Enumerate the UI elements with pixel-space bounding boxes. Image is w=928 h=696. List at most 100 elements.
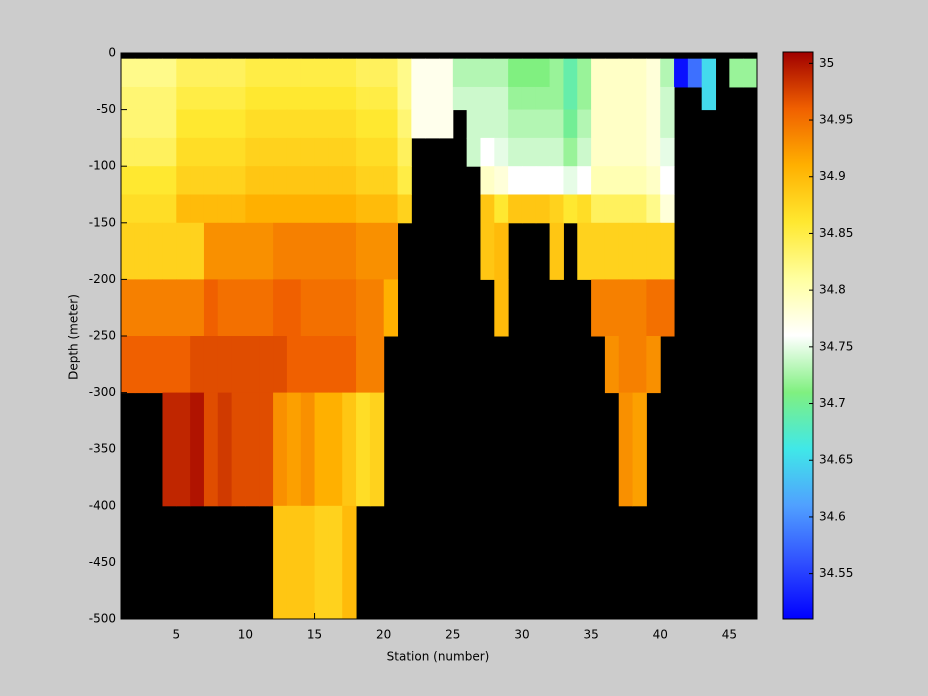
x-tick-label: 10	[238, 628, 253, 642]
heatmap-cell	[535, 194, 551, 224]
heatmap-cell	[618, 137, 634, 167]
heatmap-cell	[452, 86, 468, 111]
heatmap-cell	[176, 58, 191, 88]
heatmap-cell	[383, 137, 399, 167]
heatmap-cell	[328, 194, 343, 224]
heatmap-cell	[508, 86, 523, 111]
heatmap-cell	[383, 109, 399, 139]
heatmap-cell	[203, 166, 219, 195]
heatmap-cell	[604, 137, 620, 167]
heatmap-cell	[356, 336, 371, 394]
heatmap-cell	[342, 222, 357, 280]
heatmap-cell	[162, 336, 177, 394]
heatmap-cell	[300, 86, 316, 111]
heatmap-cell	[646, 86, 661, 111]
heatmap-cell	[466, 86, 481, 111]
heatmap-cell	[273, 392, 288, 507]
heatmap-cell	[646, 194, 661, 224]
heatmap-cell	[328, 166, 343, 195]
heatmap-cell	[508, 194, 523, 224]
heatmap-cell	[466, 58, 481, 88]
heatmap-cell	[521, 194, 537, 224]
heatmap-cell	[121, 166, 136, 195]
heatmap-cell	[259, 86, 274, 111]
heatmap-cell	[190, 137, 205, 167]
heatmap-cell	[121, 194, 136, 224]
heatmap-cell	[231, 137, 246, 167]
heatmap-cell	[646, 109, 661, 139]
heatmap-cell	[203, 336, 219, 394]
y-tick-label: -400	[89, 498, 116, 512]
heatmap-cell	[369, 194, 385, 224]
colorbar-tick-label: 34.95	[819, 113, 853, 127]
heatmap-cell	[604, 222, 620, 280]
heatmap-cell	[121, 109, 136, 139]
heatmap-cell	[660, 137, 675, 167]
heatmap-cell	[300, 222, 316, 280]
colorbar-tick-label: 34.6	[819, 509, 846, 523]
heatmap-cell	[286, 279, 302, 337]
heatmap-cell	[134, 194, 150, 224]
heatmap-cell	[314, 222, 329, 280]
heatmap-cell	[369, 137, 385, 167]
heatmap-cell	[646, 279, 661, 337]
heatmap-cell	[604, 166, 620, 195]
x-tick-label: 35	[583, 628, 598, 642]
heatmap-cell	[577, 166, 592, 195]
heatmap-cell	[604, 86, 620, 111]
heatmap-cell	[121, 58, 136, 88]
heatmap-cell	[383, 58, 399, 88]
heatmap-cell	[618, 109, 634, 139]
heatmap-cell	[300, 166, 316, 195]
heatmap-cell	[148, 86, 163, 111]
heatmap-cell	[701, 86, 717, 111]
heatmap-cell	[176, 166, 191, 195]
heatmap-cell	[356, 279, 371, 337]
heatmap-cell	[134, 58, 150, 88]
heatmap-cell	[259, 279, 274, 337]
heatmap-cell	[134, 336, 150, 394]
colorbar	[782, 51, 814, 620]
heatmap-cell	[203, 279, 219, 337]
heatmap-cell	[687, 58, 703, 88]
heatmap-cell	[217, 279, 233, 337]
heatmap-cell	[273, 58, 288, 88]
heatmap-cell	[535, 58, 551, 88]
heatmap-cell	[729, 58, 744, 88]
heatmap-cell	[342, 58, 357, 88]
heatmap-cell	[494, 86, 509, 111]
heatmap-cell	[660, 279, 675, 337]
heatmap-cell	[660, 194, 675, 224]
heatmap-cell	[162, 86, 177, 111]
heatmap-cell	[342, 86, 357, 111]
heatmap-cell	[176, 392, 191, 507]
heatmap-cell	[632, 336, 647, 394]
heatmap-cell	[328, 86, 343, 111]
heatmap-cell	[356, 137, 371, 167]
heatmap-cell	[480, 58, 495, 88]
heatmap-cell	[134, 109, 150, 139]
y-tick-label: -450	[89, 555, 116, 569]
heatmap-cell	[480, 137, 495, 167]
heatmap-cell	[328, 58, 343, 88]
heatmap-cell	[383, 86, 399, 111]
heatmap-cell	[121, 336, 136, 394]
heatmap-cell	[300, 109, 316, 139]
heatmap-cell	[231, 166, 246, 195]
heatmap-cell	[300, 336, 316, 394]
heatmap-cell	[383, 222, 399, 280]
heatmap-cell	[701, 58, 717, 88]
heatmap-cell	[300, 279, 316, 337]
heatmap-cell	[148, 279, 163, 337]
heatmap-cell	[466, 109, 481, 139]
heatmap-cell	[342, 392, 357, 507]
heatmap-cell	[148, 166, 163, 195]
heatmap-cell	[217, 58, 233, 88]
heatmap-cell	[521, 86, 537, 111]
heatmap-cell	[494, 166, 509, 195]
heatmap-cell	[521, 166, 537, 195]
heatmap-cell	[259, 58, 274, 88]
heatmap-cell	[549, 194, 564, 224]
heatmap-cell	[314, 109, 329, 139]
